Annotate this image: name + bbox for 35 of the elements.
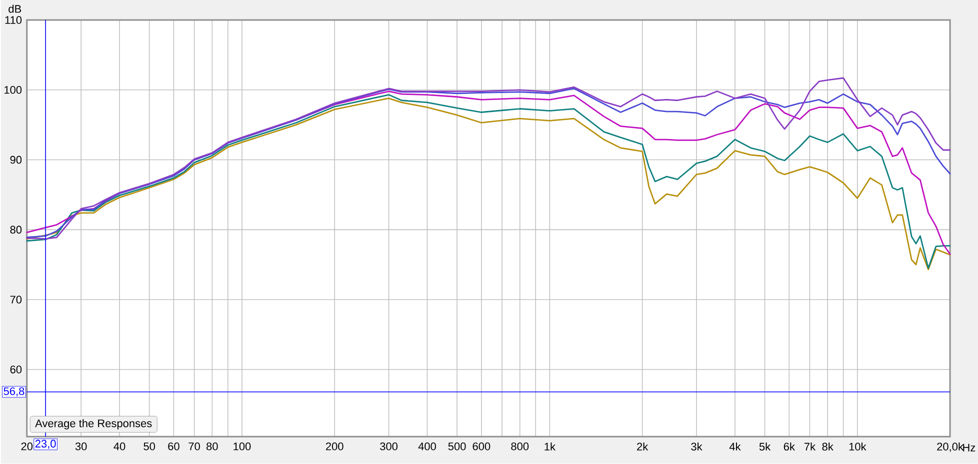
- x-tick-label: 10k: [849, 442, 866, 451]
- x-tick-label: 70: [188, 442, 200, 450]
- y-tick-label: 70: [10, 296, 22, 304]
- x-tick-label: 1k: [544, 442, 556, 451]
- x-tick-label: 5k: [759, 442, 771, 451]
- annotation: Average the Responses: [35, 419, 152, 430]
- x-tick-label: 300: [380, 442, 398, 450]
- x-tick-label: 50: [144, 442, 156, 450]
- x-tick-label: 200: [326, 442, 344, 450]
- y-axis-title: dB: [8, 4, 22, 13]
- x-tick-label: 2k: [637, 442, 648, 451]
- x-tick-label: 30: [75, 442, 87, 450]
- x-axis-title: Hz: [963, 444, 976, 452]
- y-tick-label: 90: [10, 156, 22, 164]
- x-tick-label: 4k: [729, 442, 741, 451]
- ref-line-label: 56,8: [4, 388, 24, 397]
- ref-line-label: 23,0: [35, 440, 56, 450]
- x-tick-label: 7k: [804, 442, 816, 451]
- x-tick-label: 500: [448, 442, 466, 450]
- x-tick-label: 40: [114, 442, 126, 450]
- x-tick-label: 20,0k: [937, 442, 964, 452]
- y-tick-label: 60: [10, 366, 22, 374]
- x-tick-label: 60: [168, 442, 180, 450]
- x-tick-label: 400: [418, 442, 436, 450]
- x-tick-label: 3k: [691, 442, 702, 451]
- x-tick-label: 600: [472, 442, 490, 450]
- x-tick-label: 100: [234, 442, 251, 450]
- x-tick-label: 80: [206, 442, 218, 450]
- x-tick-label: 8k: [822, 442, 834, 451]
- x-tick-label: 800: [511, 442, 529, 450]
- x-tick-label: 6k: [784, 442, 795, 451]
- x-tick-label: 20: [21, 442, 33, 450]
- y-tick-label: 100: [4, 86, 22, 94]
- y-tick-label: 110: [5, 16, 22, 24]
- y-tick-label: 80: [10, 226, 22, 234]
